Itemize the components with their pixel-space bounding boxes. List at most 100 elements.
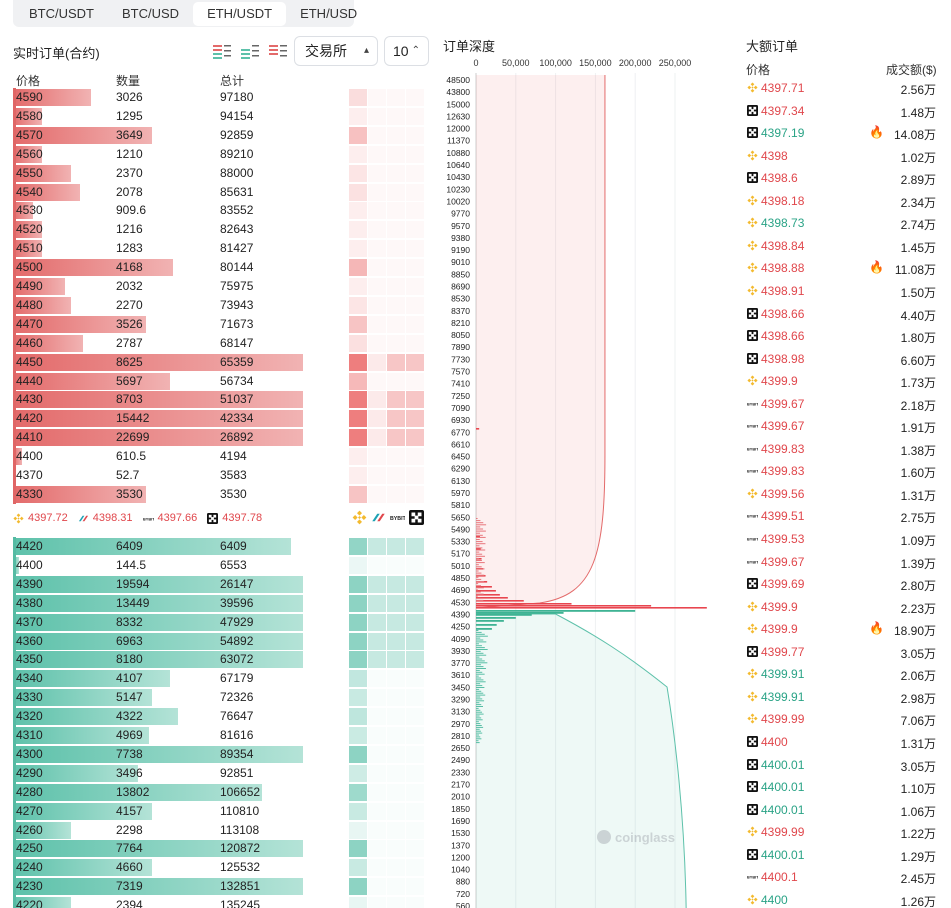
bid-row[interactable]: 4260 2298 113108 xyxy=(13,820,303,840)
bid-row[interactable]: 4240 4660 125532 xyxy=(13,858,303,878)
bid-row[interactable]: 4310 4969 81616 xyxy=(13,726,303,745)
large-order-row[interactable]: 4398.18 2.34万 xyxy=(745,190,938,212)
large-order-row[interactable]: 4397.71 2.56万 xyxy=(745,77,938,99)
ask-row[interactable]: 4520 1216 82643 xyxy=(13,220,303,240)
large-order-row[interactable]: 4399.9 🔥 18.90万 xyxy=(745,618,938,640)
ask-row[interactable]: 4500 4168 80144 xyxy=(13,258,303,278)
ask-row[interactable]: 4510 1283 81427 xyxy=(13,239,303,259)
bid-row[interactable]: 4370 8332 47929 xyxy=(13,612,303,632)
bid-row[interactable]: 4360 6963 54892 xyxy=(13,631,303,651)
large-order-row[interactable]: 4399.9 2.23万 xyxy=(745,596,938,618)
tab-btc-usd[interactable]: BTC/USD xyxy=(122,5,180,21)
large-order-row[interactable]: 4399.56 1.31万 xyxy=(745,483,938,505)
ask-row[interactable]: 4450 8625 65359 xyxy=(13,352,303,372)
large-order-row[interactable]: 4399.91 2.98万 xyxy=(745,686,938,708)
large-order-row[interactable]: BYBIT 4400.1 2.45万 xyxy=(745,866,938,888)
heat-cell xyxy=(406,296,424,314)
large-order-row[interactable]: 4398.98 6.60万 xyxy=(745,348,938,370)
ask-row[interactable]: 4420 15442 42334 xyxy=(13,409,303,429)
large-order-row[interactable]: 4398.88 🔥 11.08万 xyxy=(745,257,938,279)
large-order-row[interactable]: 4399.69 2.80万 xyxy=(745,573,938,595)
large-order-row[interactable]: BYBIT 4399.67 1.91万 xyxy=(745,415,938,437)
large-order-row[interactable]: 4399.99 1.22万 xyxy=(745,821,938,843)
large-order-row[interactable]: BYBIT 4399.53 1.09万 xyxy=(745,528,938,550)
large-order-row[interactable]: 4398.66 4.40万 xyxy=(745,303,938,325)
bid-row[interactable]: 4400 144.5 6553 xyxy=(13,555,303,575)
ask-row[interactable]: 4410 22699 26892 xyxy=(13,428,303,448)
tab-eth-usd[interactable]: ETH/USD xyxy=(300,5,358,21)
large-order-row[interactable]: 4399.91 2.06万 xyxy=(745,663,938,685)
large-order-row[interactable]: 4400 1.26万 xyxy=(745,889,938,908)
bid-row[interactable]: 4340 4107 67179 xyxy=(13,669,303,689)
binance-icon xyxy=(747,375,758,386)
bid-row[interactable]: 4420 6409 6409 xyxy=(13,537,303,556)
large-order-row[interactable]: 4398.84 1.45万 xyxy=(745,235,938,257)
filter-bybit[interactable]: BYBIT xyxy=(390,510,407,525)
ask-row[interactable]: 4550 2370 88000 xyxy=(13,163,303,183)
ask-row[interactable]: 4330 3530 3530 xyxy=(13,484,303,504)
ask-row[interactable]: 4490 2032 75975 xyxy=(13,277,303,296)
large-order-row[interactable]: 4400.01 1.06万 xyxy=(745,799,938,821)
ask-row[interactable]: 4580 1295 94154 xyxy=(13,106,303,126)
filter-okx[interactable] xyxy=(409,510,424,525)
orderbook-asks-only-icon[interactable] xyxy=(267,40,289,62)
bid-row[interactable]: 4250 7764 120872 xyxy=(13,839,303,859)
filter-binance[interactable] xyxy=(352,510,367,525)
large-order-row[interactable]: BYBIT 4399.83 1.60万 xyxy=(745,460,938,482)
ask-qty: 2032 xyxy=(116,279,143,293)
large-order-row[interactable]: 4400.01 1.29万 xyxy=(745,844,938,866)
bid-row[interactable]: 4270 4157 110810 xyxy=(13,801,303,821)
bid-row[interactable]: 4220 2394 135245 xyxy=(13,896,303,908)
bid-row[interactable]: 4290 3496 92851 xyxy=(13,763,303,783)
large-order-row[interactable]: BYBIT 4399.83 1.38万 xyxy=(745,438,938,460)
ask-row[interactable]: 4590 3026 97180 xyxy=(13,88,303,107)
binance-icon xyxy=(747,285,758,296)
ask-row[interactable]: 4570 3649 92859 xyxy=(13,125,303,145)
large-order-row[interactable]: BYBIT 4399.67 2.18万 xyxy=(745,393,938,415)
exchange-select[interactable]: 交易所 ▴ xyxy=(294,36,378,66)
ask-row[interactable]: 4370 52.7 3583 xyxy=(13,466,303,485)
ask-price: 4570 xyxy=(16,127,43,142)
large-order-row[interactable]: 4400.01 3.05万 xyxy=(745,754,938,776)
large-order-row[interactable]: 4398.91 1.50万 xyxy=(745,280,938,302)
ask-row[interactable]: 4440 5697 56734 xyxy=(13,371,303,391)
bid-row[interactable]: 4300 7738 89354 xyxy=(13,744,303,764)
orderbook-both-sides-icon[interactable] xyxy=(211,40,233,62)
ask-row[interactable]: 4400 610.5 4194 xyxy=(13,447,303,467)
ask-level-bar xyxy=(476,581,485,582)
bid-row[interactable]: 4280 13802 106652 xyxy=(13,782,303,802)
step-select[interactable]: 10 ⌃ xyxy=(384,36,429,66)
tab-eth-usdt[interactable]: ETH/USDT xyxy=(193,1,287,26)
ask-row[interactable]: 4540 2078 85631 xyxy=(13,182,303,202)
ask-row[interactable]: 4470 3526 71673 xyxy=(13,314,303,334)
bid-row[interactable]: 4390 19594 26147 xyxy=(13,574,303,594)
bid-row[interactable]: 4230 7319 132851 xyxy=(13,877,303,897)
large-order-row[interactable]: 4400.01 1.10万 xyxy=(745,776,938,798)
ask-row[interactable]: 4560 1210 89210 xyxy=(13,144,303,164)
bid-row[interactable]: 4320 4322 76647 xyxy=(13,707,303,727)
large-order-row[interactable]: 4398 1.02万 xyxy=(745,145,938,167)
large-order-row[interactable]: 4398.66 1.80万 xyxy=(745,325,938,347)
large-order-row[interactable]: 4399.99 7.06万 xyxy=(745,708,938,730)
ask-row[interactable]: 4430 8703 51037 xyxy=(13,390,303,410)
tab-btc-usdt[interactable]: BTC/USDT xyxy=(29,5,94,21)
large-order-row[interactable]: 4399.77 3.05万 xyxy=(745,641,938,663)
large-order-row[interactable]: 4398.6 2.89万 xyxy=(745,167,938,189)
large-order-row[interactable]: 4397.34 1.48万 xyxy=(745,100,938,122)
large-order-row[interactable]: 4399.9 1.73万 xyxy=(745,370,938,392)
bid-row[interactable]: 4380 13449 39596 xyxy=(13,593,303,613)
large-order-row[interactable]: 4400 1.31万 xyxy=(745,731,938,753)
depth-y-tick: 1690 xyxy=(451,816,470,826)
bid-row[interactable]: 4330 5147 72326 xyxy=(13,688,303,708)
large-order-row[interactable]: BYBIT 4399.51 2.75万 xyxy=(745,505,938,527)
orderbook-bids-only-icon[interactable] xyxy=(239,40,261,62)
filter-bitget[interactable] xyxy=(371,510,386,525)
ask-row[interactable]: 4460 2787 68147 xyxy=(13,333,303,353)
large-order-row[interactable]: BYBIT 4399.67 1.39万 xyxy=(745,551,938,573)
ask-row[interactable]: 4480 2270 73943 xyxy=(13,295,303,315)
large-order-row[interactable]: 4398.73 2.74万 xyxy=(745,212,938,234)
large-order-row[interactable]: 4397.19 🔥 14.08万 xyxy=(745,122,938,144)
large-order-amount: 1.38万 xyxy=(900,443,936,458)
bid-row[interactable]: 4350 8180 63072 xyxy=(13,650,303,670)
ask-row[interactable]: 4530 909.6 83552 xyxy=(13,201,303,221)
